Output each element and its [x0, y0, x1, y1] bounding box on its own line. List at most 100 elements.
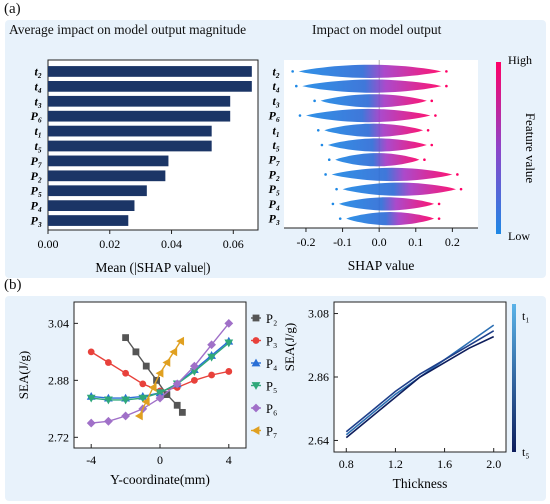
swarm-row-9	[338, 197, 435, 211]
swarm-outlier	[331, 202, 335, 206]
swarm-row-4	[324, 123, 424, 137]
marker-circle	[139, 380, 147, 388]
marker-triangle-left	[141, 397, 150, 407]
swarm-row-2	[320, 94, 427, 108]
marker-triangle-down	[224, 339, 234, 348]
marker-triangle-left	[134, 411, 143, 421]
bar-category-label: P₃	[30, 214, 42, 228]
bar-category-label: P₄	[30, 199, 42, 213]
swarm-category-label: t₂	[272, 64, 280, 78]
marker-triangle-down	[121, 396, 130, 405]
swarm-outlier	[445, 84, 448, 88]
bar-2	[48, 95, 231, 107]
swarm-outlier	[338, 217, 342, 220]
swarm-category-label: t₄	[272, 79, 280, 93]
swarm-category-label: P₇	[268, 153, 280, 167]
marker-triangle-down	[251, 382, 261, 390]
colorbar-bottom-label: t₅	[522, 445, 530, 459]
marker-diamond	[251, 403, 261, 413]
legend-label: P₃	[266, 335, 277, 349]
swarm-outlier	[291, 70, 294, 73]
swarm-category-label: P₆	[268, 109, 280, 123]
swarm-category-label: P₅	[268, 182, 280, 196]
marker-triangle-left	[162, 358, 171, 367]
bar-1	[48, 80, 252, 92]
marker-square	[142, 362, 150, 370]
bar-8	[48, 185, 147, 197]
marker-diamond	[172, 379, 182, 389]
swarm-row-3	[306, 108, 431, 123]
marker-diamond	[104, 416, 113, 426]
swarm-outlier	[324, 173, 327, 176]
marker-square	[132, 348, 140, 356]
bar-10	[48, 215, 129, 226]
y-tick-label: 3.08	[308, 307, 329, 321]
legend-label: P₅	[266, 380, 277, 394]
bar-4	[48, 125, 212, 137]
marker-diamond	[155, 393, 165, 403]
y-tick-label: 3.04	[48, 316, 69, 330]
swarm-outlier	[423, 158, 426, 162]
marker-circle	[208, 371, 216, 379]
marker-diamond	[190, 361, 199, 371]
bar-3	[48, 110, 231, 122]
marker-circle	[191, 376, 198, 384]
marker-triangle-left	[251, 426, 260, 435]
x-tick-label: 0.0	[372, 235, 387, 249]
feature-value-colorbar	[496, 62, 501, 234]
x-tick-label: 2.0	[486, 457, 501, 471]
x-tick-label: 4	[226, 453, 232, 467]
panel-b-label: (b)	[4, 277, 22, 293]
bar-6	[48, 155, 169, 167]
x-tick-label: 0.06	[223, 237, 244, 251]
y-coordinate-line-chart: -4 0 4 2.72 2.88 3.04 Y-coordinate(mm) SEA(J/g)…	[16, 301, 277, 487]
x-tick-label: 0.00	[38, 237, 59, 251]
swarm-category-label: P₂	[268, 167, 280, 181]
swarm-outlier	[445, 70, 448, 73]
marker-triangle-left	[169, 347, 178, 357]
marker-triangle-down	[138, 394, 148, 403]
bar-9	[48, 200, 135, 212]
swarm-row-6	[335, 153, 420, 167]
y-tick-label: 2.64	[308, 433, 329, 447]
marker-circle	[105, 359, 112, 366]
thickness-colorbar	[512, 304, 516, 452]
bar-5	[48, 140, 212, 152]
swarm-row-10	[346, 212, 435, 226]
swarm-row-8	[342, 182, 456, 196]
swarm-row-1	[302, 79, 442, 93]
swarm-outlier	[437, 202, 441, 206]
x-tick-label: 0.02	[99, 237, 120, 251]
swarm-outlier	[430, 143, 434, 147]
x-axis-label: Thickness	[393, 476, 448, 491]
colorbar-high-label: High	[508, 53, 532, 67]
swarm-chart-title: Impact on model output	[312, 22, 442, 37]
marker-circle	[87, 348, 95, 356]
colorbar-title: Feature value	[523, 113, 538, 184]
swarm-outlier	[430, 99, 434, 103]
bar-category-label: t₁	[34, 124, 42, 138]
panel-a-label: (a)	[4, 1, 21, 17]
bar-7	[48, 170, 166, 182]
marker-triangle-down	[155, 389, 165, 398]
thickness-line-chart: 0.8 1.2 1.6 2.0 2.64 2.86 3.08 Thickness SEA(J/g…	[282, 301, 507, 491]
swarm-outlier	[434, 114, 437, 117]
marker-square	[173, 401, 181, 409]
marker-circle	[225, 368, 233, 375]
x-tick-label: 0.1	[408, 235, 423, 249]
marker-square	[178, 408, 186, 416]
legend-label: P₇	[266, 425, 277, 439]
marker-triangle-up	[251, 358, 261, 367]
swarm-category-label: P₄	[268, 197, 280, 211]
swarm-outlier	[298, 114, 302, 117]
swarm-category-label: t₃	[272, 94, 280, 108]
colorbar-top-label: t₁	[522, 309, 530, 323]
marker-triangle-down	[207, 353, 216, 362]
swarm-row-5	[327, 138, 427, 152]
marker-triangle-left	[176, 336, 185, 346]
x-tick-label: -0.1	[333, 235, 352, 249]
x-tick-label: 0.8	[339, 457, 354, 471]
x-axis-label: Mean (|SHAP value|)	[95, 260, 210, 275]
swarm-category-label: t₅	[272, 138, 280, 152]
